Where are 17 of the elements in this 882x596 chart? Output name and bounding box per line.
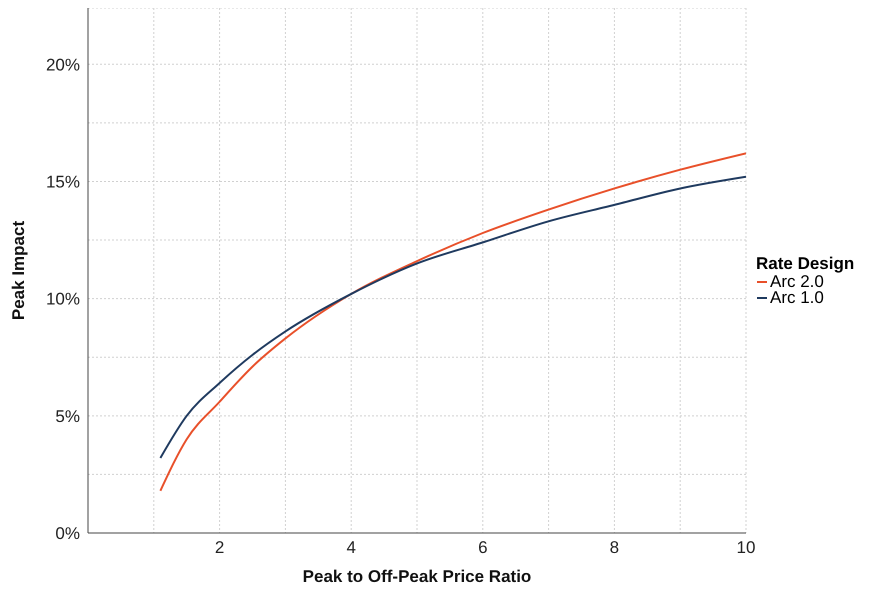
- y-tick-label: 5%: [55, 406, 80, 426]
- line-series: [159, 152, 746, 492]
- line-series: [159, 176, 746, 459]
- legend-label: Arc 2.0: [770, 272, 824, 291]
- x-axis-title: Peak to Off-Peak Price Ratio: [302, 567, 532, 586]
- x-tick-label: 10: [736, 538, 756, 558]
- x-tick-label: 4: [346, 538, 356, 558]
- y-axis-title: Peak Impact: [9, 220, 28, 320]
- x-tick-label: 6: [478, 538, 488, 558]
- legend-title: Rate Design: [756, 254, 854, 273]
- y-tick-label: 0%: [55, 524, 80, 544]
- x-tick-label: 2: [214, 538, 224, 558]
- y-tick-label: 20%: [46, 55, 80, 74]
- x-tick-label: 8: [610, 538, 620, 558]
- legend-label: Arc 1.0: [770, 288, 824, 307]
- y-tick-label: 15%: [46, 172, 80, 192]
- y-tick-label: 10%: [46, 290, 80, 309]
